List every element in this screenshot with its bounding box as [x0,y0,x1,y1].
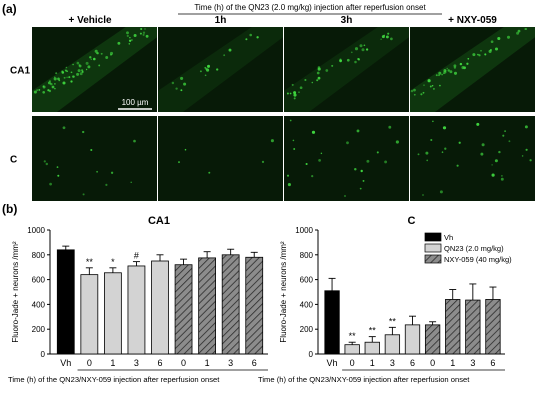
legend-swatch-qn23 [424,243,442,253]
significance-marker: * [111,257,115,267]
bar-qn23-0 [80,274,99,355]
bar-qn23-3 [384,334,401,355]
column-label-2: 3h [341,15,353,26]
bar-qn23-1 [104,272,122,355]
bar-nxy-1 [445,299,461,355]
y-tick-label: 0 [41,350,46,359]
legend-label-nxy: NXY-059 (40 mg/kg) [444,255,512,264]
micrograph-ca1-1 [158,27,283,112]
y-tick-label: 800 [300,251,314,260]
x-tick-label: 0 [181,358,186,368]
legend-label-vh: Vh [444,233,453,242]
panel-b-label: (b) [2,202,17,216]
x-tick-label: 3 [390,358,395,368]
x-tick-label: 0 [350,358,355,368]
x-tick-label: 6 [252,358,257,368]
bar-nxy-1 [198,257,216,355]
micrograph-c-2 [284,116,409,201]
x-tick-label: 3 [134,358,139,368]
x-tick-label: 1 [205,358,210,368]
chart-title: C [408,215,416,227]
significance-marker: ** [369,326,377,336]
x-tick-label: 6 [157,358,162,368]
bar-qn23-0 [344,344,360,355]
bar-nxy-6 [245,256,264,355]
x-tick-label: 0 [87,358,92,368]
legend-swatch-nxy [424,254,442,264]
x-tick-label: 6 [410,358,415,368]
scale-bar-label: 100 µm [122,98,149,107]
column-label-1: 1h [215,15,227,26]
y-tick-label: 600 [300,276,314,285]
y-tick-label: 200 [300,325,314,334]
y-tick-label: 200 [32,325,46,334]
micrograph-ca1-0 [32,27,157,112]
legend-swatch-vh [424,232,442,242]
bar-qn23-3 [127,265,146,355]
x-tick-label: 3 [470,358,475,368]
y-tick-label: 400 [32,300,46,309]
panel-a-caption: Time (h) of the QN23 (2.0 mg/kg) injecti… [194,3,426,12]
x-tick-label: 6 [490,358,495,368]
x-tick-label: 1 [110,358,115,368]
significance-marker: ** [86,257,94,267]
micrograph-c-3 [410,116,535,201]
bar-vh-Vh [324,290,340,355]
significance-marker: ** [349,331,357,341]
y-tick-label: 400 [300,300,314,309]
micrograph-ca1-2 [284,27,409,112]
y-tick-label: 1000 [295,226,313,235]
panel-a-label: (a) [2,2,17,16]
y-tick-label: 600 [32,276,46,285]
x-axis-caption: Time (h) of the QN23/NXY-059 injection a… [258,375,470,384]
chart-legend: Vh QN23 (2.0 mg/kg) NXY-059 (40 mg/kg) [424,232,512,264]
bar-nxy-3 [221,254,240,355]
x-tick-label: Vh [327,358,338,368]
bar-nxy-0 [424,324,441,355]
row-label-c: C [10,155,17,166]
micrograph-c-0 [32,116,157,201]
bar-nxy-0 [174,264,193,355]
bar-nxy-3 [465,299,481,355]
x-tick-label: 3 [228,358,233,368]
y-axis-label: Fluoro-Jade + neurons /mm² [279,241,288,342]
x-tick-label: 1 [450,358,455,368]
legend-label-qn23: QN23 (2.0 mg/kg) [444,244,504,253]
bar-vh-Vh [56,249,75,355]
bar-qn23-6 [404,324,421,355]
y-tick-label: 800 [32,251,46,260]
x-axis-caption: Time (h) of the QN23/NXY-059 injection a… [8,375,220,384]
column-label-3: + NXY-059 [448,15,497,26]
bar-qn23-6 [151,260,169,355]
significance-marker: ** [389,316,397,326]
x-tick-label: Vh [60,358,71,368]
y-axis-label: Fluoro-Jade + neurons /mm² [11,241,20,342]
bar-qn23-1 [364,341,380,355]
micrograph-c-1 [158,116,283,201]
column-label-0: + Vehicle [68,15,112,26]
x-tick-label: 0 [430,358,435,368]
row-label-ca1: CA1 [10,66,30,77]
chart-title: CA1 [148,215,170,227]
y-tick-label: 1000 [27,226,45,235]
y-tick-label: 0 [309,350,314,359]
significance-marker: # [134,251,139,261]
x-tick-label: 1 [370,358,375,368]
bar-nxy-6 [485,299,501,355]
micrograph-ca1-3 [410,27,535,112]
